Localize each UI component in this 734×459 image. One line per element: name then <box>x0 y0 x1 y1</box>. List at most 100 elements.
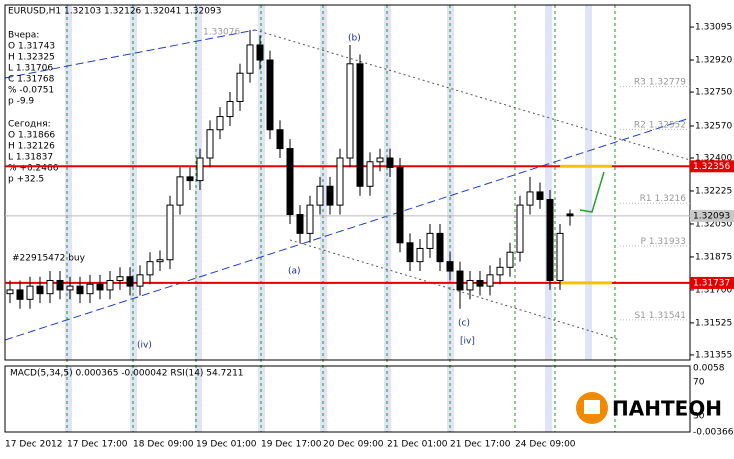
indicator-scale-label: 30 <box>693 412 705 422</box>
info-line: L 1.31706 <box>8 64 53 74</box>
candle-body <box>436 232 444 263</box>
info-line: O 1.31866 <box>8 131 55 141</box>
candle-body <box>336 157 344 206</box>
x-tick-label: 20 Dec 09:00 <box>323 440 384 450</box>
candle-body <box>276 129 284 150</box>
candle-body <box>536 191 544 200</box>
candle-body <box>246 44 254 74</box>
info-line: p -9.9 <box>8 97 34 107</box>
annotation: 1.33076 <box>203 28 240 38</box>
chart-title: EURUSD,H1 1.32103 1.32126 1.32041 1.3209… <box>8 7 221 17</box>
y-tick-label: 1.31700 <box>695 285 732 295</box>
pivot-name: R2 <box>634 120 646 130</box>
candle-body <box>96 283 104 291</box>
candle-body <box>86 283 94 295</box>
logo-text: ПАНТЕОН <box>612 397 722 421</box>
y-tick-label: 1.31875 <box>695 252 732 262</box>
indicator-frame <box>4 365 691 433</box>
current-price-label: 1.32093 <box>693 211 730 221</box>
x-tick-label: 19 Dec 17:00 <box>261 440 322 450</box>
annotation: (c) <box>458 319 470 329</box>
level-box <box>690 160 734 173</box>
candle-body <box>506 251 514 268</box>
pivot-value: 1.32779 <box>649 77 686 87</box>
info-line: % +0.2466 <box>8 164 59 174</box>
candle-body <box>146 261 154 276</box>
candle-body <box>16 289 24 300</box>
pivot-name: R3 <box>634 77 646 87</box>
candle-body <box>46 279 54 295</box>
info-line: p +32.5 <box>8 175 44 185</box>
candle-body <box>466 279 474 291</box>
candle-body <box>486 274 494 287</box>
indicator-title: MACD(5,34,5) 0.000365 -0.000042 RSI(14) … <box>10 369 244 379</box>
candle-body <box>186 176 194 182</box>
candle-body <box>166 204 174 261</box>
candle-body <box>456 270 464 291</box>
logo: ПАНТЕОН <box>576 392 722 424</box>
candle-body <box>156 259 164 263</box>
pivot-value: 1.31933 <box>649 237 686 247</box>
x-tick-label: 17 Dec 2012 <box>5 440 63 450</box>
candle-body <box>426 232 434 249</box>
pivot-value: 1.31541 <box>649 310 686 320</box>
candle-body <box>66 285 74 291</box>
candle-body <box>116 276 124 281</box>
annotation: (a) <box>288 267 301 277</box>
pivot-label: R2 1.32552 <box>634 120 686 130</box>
candle-body <box>76 285 84 295</box>
candle-body <box>236 72 244 102</box>
candle-body <box>556 232 564 281</box>
pivot-label: R1 1.3216 <box>640 194 687 204</box>
candle-body <box>196 157 204 182</box>
candle-body <box>6 289 14 295</box>
candle-body <box>256 44 264 61</box>
candle-body <box>396 166 404 244</box>
pivot-label: R3 1.32779 <box>634 77 686 87</box>
annotation: #22915472 buy <box>12 254 86 264</box>
x-tick-label: 18 Dec 09:00 <box>133 440 194 450</box>
pivot-name: P <box>640 237 646 247</box>
info-line: Сегодня: <box>8 120 51 130</box>
candle-body <box>356 63 364 187</box>
candle-body <box>526 191 534 206</box>
x-tick-label: 19 Dec 01:00 <box>196 440 257 450</box>
session-lines <box>66 5 616 432</box>
indicator-scale-label: 0.0058 <box>693 364 725 374</box>
info-line: L 1.31837 <box>8 153 53 163</box>
y-tick-label: 1.32750 <box>695 88 732 98</box>
candle-body <box>326 185 334 206</box>
level-label: 1.31737 <box>693 278 730 288</box>
candle-body <box>286 148 294 216</box>
y-tick-label: 1.31525 <box>695 318 732 328</box>
candle-body <box>106 279 114 291</box>
candle-body <box>26 285 34 300</box>
candle-body <box>386 157 394 168</box>
y-tick-label: 1.31355 <box>695 350 732 360</box>
candle-body <box>516 204 524 253</box>
pivot-label: S1 1.31541 <box>634 310 686 320</box>
candle-body <box>566 213 574 217</box>
info-line: Вчера: <box>8 31 39 41</box>
x-tick-label: 17 Dec 17:00 <box>67 440 128 450</box>
level-label: 1.32356 <box>693 162 730 172</box>
info-line: O 1.31743 <box>8 42 55 52</box>
info-line: H 1.32325 <box>8 53 55 63</box>
candle-body <box>126 276 134 287</box>
candle-body <box>476 279 484 287</box>
candle-body <box>206 129 214 159</box>
candle-body <box>546 198 554 281</box>
candle-body <box>266 59 274 131</box>
indicator-scale-label: 70 <box>693 378 705 388</box>
candle-body <box>366 161 374 187</box>
candle-body <box>56 279 64 291</box>
pivot-name: R1 <box>640 194 652 204</box>
x-tick-label: 21 Dec 17:00 <box>450 440 511 450</box>
level-box <box>690 276 734 289</box>
y-tick-label: 1.33095 <box>695 23 732 33</box>
candle-body <box>136 274 144 287</box>
pivot-label: P 1.31933 <box>640 237 686 247</box>
indicator-scale-label: -0.003661 <box>693 428 734 438</box>
